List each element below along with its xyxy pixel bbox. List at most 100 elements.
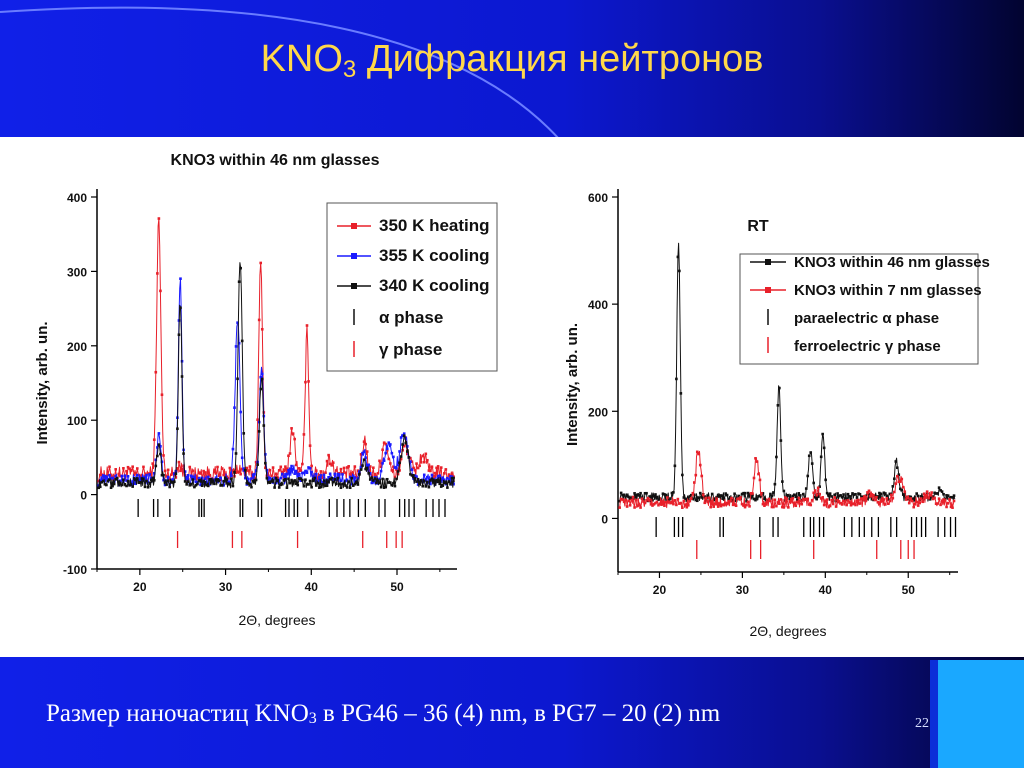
data-point [395,477,398,481]
data-point [159,289,162,293]
data-point [897,480,901,484]
data-point [785,493,789,497]
data-point [322,479,326,482]
data-point [243,468,247,472]
data-point [173,480,176,484]
data-point [398,450,401,453]
data-point [234,452,238,455]
data-point [307,483,310,486]
data-point [316,477,320,481]
data-point [652,502,656,506]
data-point [418,480,421,484]
data-point [664,500,668,504]
legend-label: KNO3 within 7 nm glasses [794,282,982,299]
data-point [872,498,875,502]
data-point [893,490,896,494]
data-point [197,476,201,480]
data-point [895,474,899,478]
data-point [933,496,936,500]
data-point [421,484,425,488]
data-point [139,474,142,478]
data-point [267,478,270,482]
y-tick-label: 300 [67,265,87,279]
data-point [657,503,660,507]
data-point [791,494,795,498]
data-point [618,506,621,509]
data-point [764,503,768,506]
data-point [137,478,141,482]
data-point [678,269,681,273]
data-point [331,461,335,465]
y-tick-label: 0 [601,512,608,526]
data-point [328,477,332,481]
data-point [631,495,635,499]
data-point [822,446,826,450]
data-point [722,498,726,501]
data-point [119,474,122,478]
data-point [810,498,814,502]
data-point [658,502,662,506]
data-point [654,501,657,505]
data-point [675,377,678,381]
slide-number: 22 [915,716,929,731]
data-point [134,472,138,475]
x-tick-label: 20 [653,583,667,597]
data-point [169,473,173,477]
legend-box [739,253,979,365]
data-point [180,467,184,471]
data-point [831,502,835,506]
data-point [365,450,369,453]
data-point [290,427,293,430]
data-point [123,482,127,486]
data-point [353,476,357,479]
data-point [421,454,425,458]
data-point [293,437,296,441]
data-point [648,495,651,498]
data-point [222,483,225,487]
data-point [825,491,829,495]
data-point [385,447,389,451]
data-point [410,474,414,477]
data-point [111,484,114,488]
data-point [948,498,951,501]
data-point [97,486,101,490]
data-point [426,480,429,484]
data-point [231,484,235,488]
data-point [430,477,434,481]
data-point [310,485,313,489]
series-line-0 [619,242,956,502]
data-point [772,491,775,494]
data-point [661,502,665,506]
data-point [663,504,666,508]
data-point [390,469,394,472]
data-point [725,493,729,497]
data-point [798,494,802,497]
data-point [395,467,398,470]
data-point [98,485,102,489]
legend-swatch-marker [765,287,771,293]
data-point [879,499,883,502]
data-point [375,481,378,485]
data-point [788,498,792,501]
data-point [444,481,448,485]
data-point [202,469,205,473]
data-point [335,469,338,472]
data-point [351,484,355,487]
data-point [314,484,318,487]
data-point [378,477,381,481]
data-point [166,475,170,479]
data-point [126,474,130,478]
data-point [438,482,441,486]
data-point [781,505,784,509]
data-point [916,504,920,507]
data-point [291,480,295,483]
data-point [219,478,222,482]
data-point [894,482,898,485]
data-point [443,472,446,475]
data-point [846,492,850,496]
data-point [382,441,386,445]
legend-swatch-marker [351,283,357,289]
data-point [809,451,813,454]
data-point [812,491,816,495]
data-point [743,491,747,495]
